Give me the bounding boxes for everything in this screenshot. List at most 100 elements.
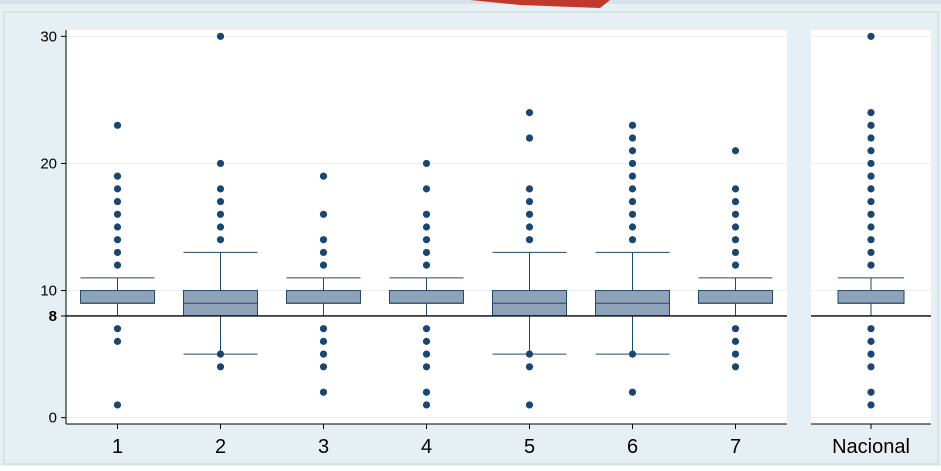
- outlier-point-Nacional-23: [867, 121, 875, 129]
- outlier-point-4-18: [422, 185, 431, 193]
- outlier-point-6-16: [628, 210, 637, 218]
- outlier-point-2-14: [216, 236, 225, 244]
- outlier-point-5-22: [525, 134, 534, 142]
- box-group-4: [389, 159, 464, 409]
- outlier-point-1-12: [113, 261, 122, 269]
- outlier-point-6-23: [628, 121, 637, 129]
- outlier-point-4-4: [422, 363, 431, 371]
- outlier-point-3-6: [319, 337, 328, 345]
- outlier-point-Nacional-21: [867, 147, 875, 155]
- outlier-point-7-6: [731, 337, 740, 345]
- outlier-point-7-14: [731, 236, 740, 244]
- outlier-point-2-18: [216, 185, 225, 193]
- outlier-point-6-20: [628, 159, 637, 168]
- outlier-point-4-14: [422, 236, 431, 244]
- reference-line-label: 8: [49, 308, 57, 325]
- outlier-point-4-5: [422, 350, 431, 358]
- outlier-point-Nacional-12: [867, 261, 875, 269]
- y-tick-label-30: 30: [40, 28, 57, 45]
- outlier-point-7-21: [731, 147, 740, 155]
- outlier-point-4-6: [422, 337, 431, 345]
- outlier-point-1-19: [113, 172, 122, 180]
- x-tick-label-3: 3: [318, 436, 329, 458]
- outlier-point-Nacional-15: [867, 223, 875, 231]
- outlier-point-3-7: [319, 325, 328, 333]
- outlier-point-2-30: [216, 32, 225, 40]
- box-group-Nacional: [837, 32, 905, 409]
- outlier-point-1-16: [113, 210, 122, 218]
- outlier-point-3-13: [319, 248, 328, 257]
- outlier-point-3-12: [319, 261, 328, 269]
- box-4: [389, 290, 464, 304]
- outlier-point-6-19: [628, 172, 637, 180]
- outlier-point-4-2: [422, 388, 431, 396]
- outlier-point-Nacional-5: [867, 350, 875, 358]
- outlier-point-5-17: [525, 197, 534, 206]
- outlier-point-3-4: [319, 363, 328, 371]
- outlier-point-Nacional-16: [867, 210, 875, 218]
- outlier-point-Nacional-22: [867, 134, 875, 142]
- outlier-point-Nacional-7: [867, 325, 875, 333]
- box-1: [80, 290, 155, 304]
- y-tick-label-0: 0: [49, 410, 57, 427]
- outlier-point-7-13: [731, 248, 740, 257]
- box-group-2: [183, 32, 258, 371]
- outlier-point-1-17: [113, 197, 122, 206]
- x-tick-label-2: 2: [215, 436, 226, 458]
- y-tick-label-20: 20: [40, 155, 57, 172]
- x-tick-label-Nacional: Nacional: [832, 436, 910, 458]
- outlier-point-5-1: [525, 401, 534, 409]
- outlier-point-4-13: [422, 248, 431, 257]
- y-tick-label-10: 10: [40, 283, 57, 300]
- outlier-point-2-4: [216, 363, 225, 371]
- outlier-point-3-5: [319, 350, 328, 358]
- outlier-point-6-5: [628, 350, 637, 358]
- outlier-point-Nacional-14: [867, 236, 875, 244]
- outlier-point-Nacional-4: [867, 363, 875, 371]
- outlier-point-2-15: [216, 223, 225, 231]
- outlier-point-4-7: [422, 325, 431, 333]
- outlier-point-1-14: [113, 236, 122, 244]
- outlier-point-Nacional-24: [867, 109, 875, 117]
- outlier-point-5-14: [525, 236, 534, 244]
- outlier-point-5-4: [525, 363, 534, 371]
- outlier-point-6-21: [628, 147, 637, 155]
- outlier-point-6-14: [628, 236, 637, 244]
- outlier-point-6-2: [628, 388, 637, 396]
- outlier-point-6-22: [628, 134, 637, 142]
- outlier-point-Nacional-30: [867, 32, 875, 40]
- top-strip: [0, 0, 941, 4]
- outlier-point-7-15: [731, 223, 740, 231]
- outlier-point-4-16: [422, 210, 431, 218]
- outlier-point-2-17: [216, 197, 225, 206]
- x-tick-label-6: 6: [627, 436, 638, 458]
- outlier-point-7-5: [731, 350, 740, 358]
- outlier-point-7-4: [731, 363, 740, 371]
- x-tick-label-4: 4: [421, 436, 432, 458]
- outlier-point-5-24: [525, 109, 534, 117]
- outlier-point-3-19: [319, 172, 328, 180]
- outlier-point-1-7: [113, 325, 122, 333]
- outlier-point-7-16: [731, 210, 740, 218]
- outlier-point-7-12: [731, 261, 740, 269]
- box-Nacional: [837, 290, 905, 304]
- outlier-point-1-23: [113, 121, 122, 129]
- outlier-point-1-6: [113, 337, 122, 345]
- outlier-point-Nacional-2: [867, 388, 875, 396]
- outlier-point-4-20: [422, 159, 431, 168]
- outlier-point-6-18: [628, 185, 637, 193]
- x-tick-label-7: 7: [730, 436, 741, 458]
- box-group-6: [595, 121, 670, 396]
- box-group-7: [698, 147, 773, 371]
- outlier-point-4-15: [422, 223, 431, 231]
- outlier-point-3-2: [319, 388, 328, 396]
- outlier-point-6-15: [628, 223, 637, 231]
- x-tick-label-5: 5: [524, 436, 535, 458]
- frame-border: [3, 11, 939, 465]
- outlier-point-5-5: [525, 350, 534, 358]
- x-tick-label-1: 1: [112, 436, 123, 458]
- outlier-point-Nacional-6: [867, 337, 875, 345]
- outlier-point-Nacional-13: [867, 248, 875, 257]
